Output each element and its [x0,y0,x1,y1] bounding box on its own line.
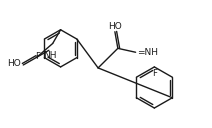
Text: =NH: =NH [137,48,158,57]
Text: NH: NH [43,51,57,60]
Text: HO: HO [108,22,122,31]
Text: F: F [152,69,157,78]
Text: F: F [35,52,40,61]
Text: HO: HO [7,60,21,68]
